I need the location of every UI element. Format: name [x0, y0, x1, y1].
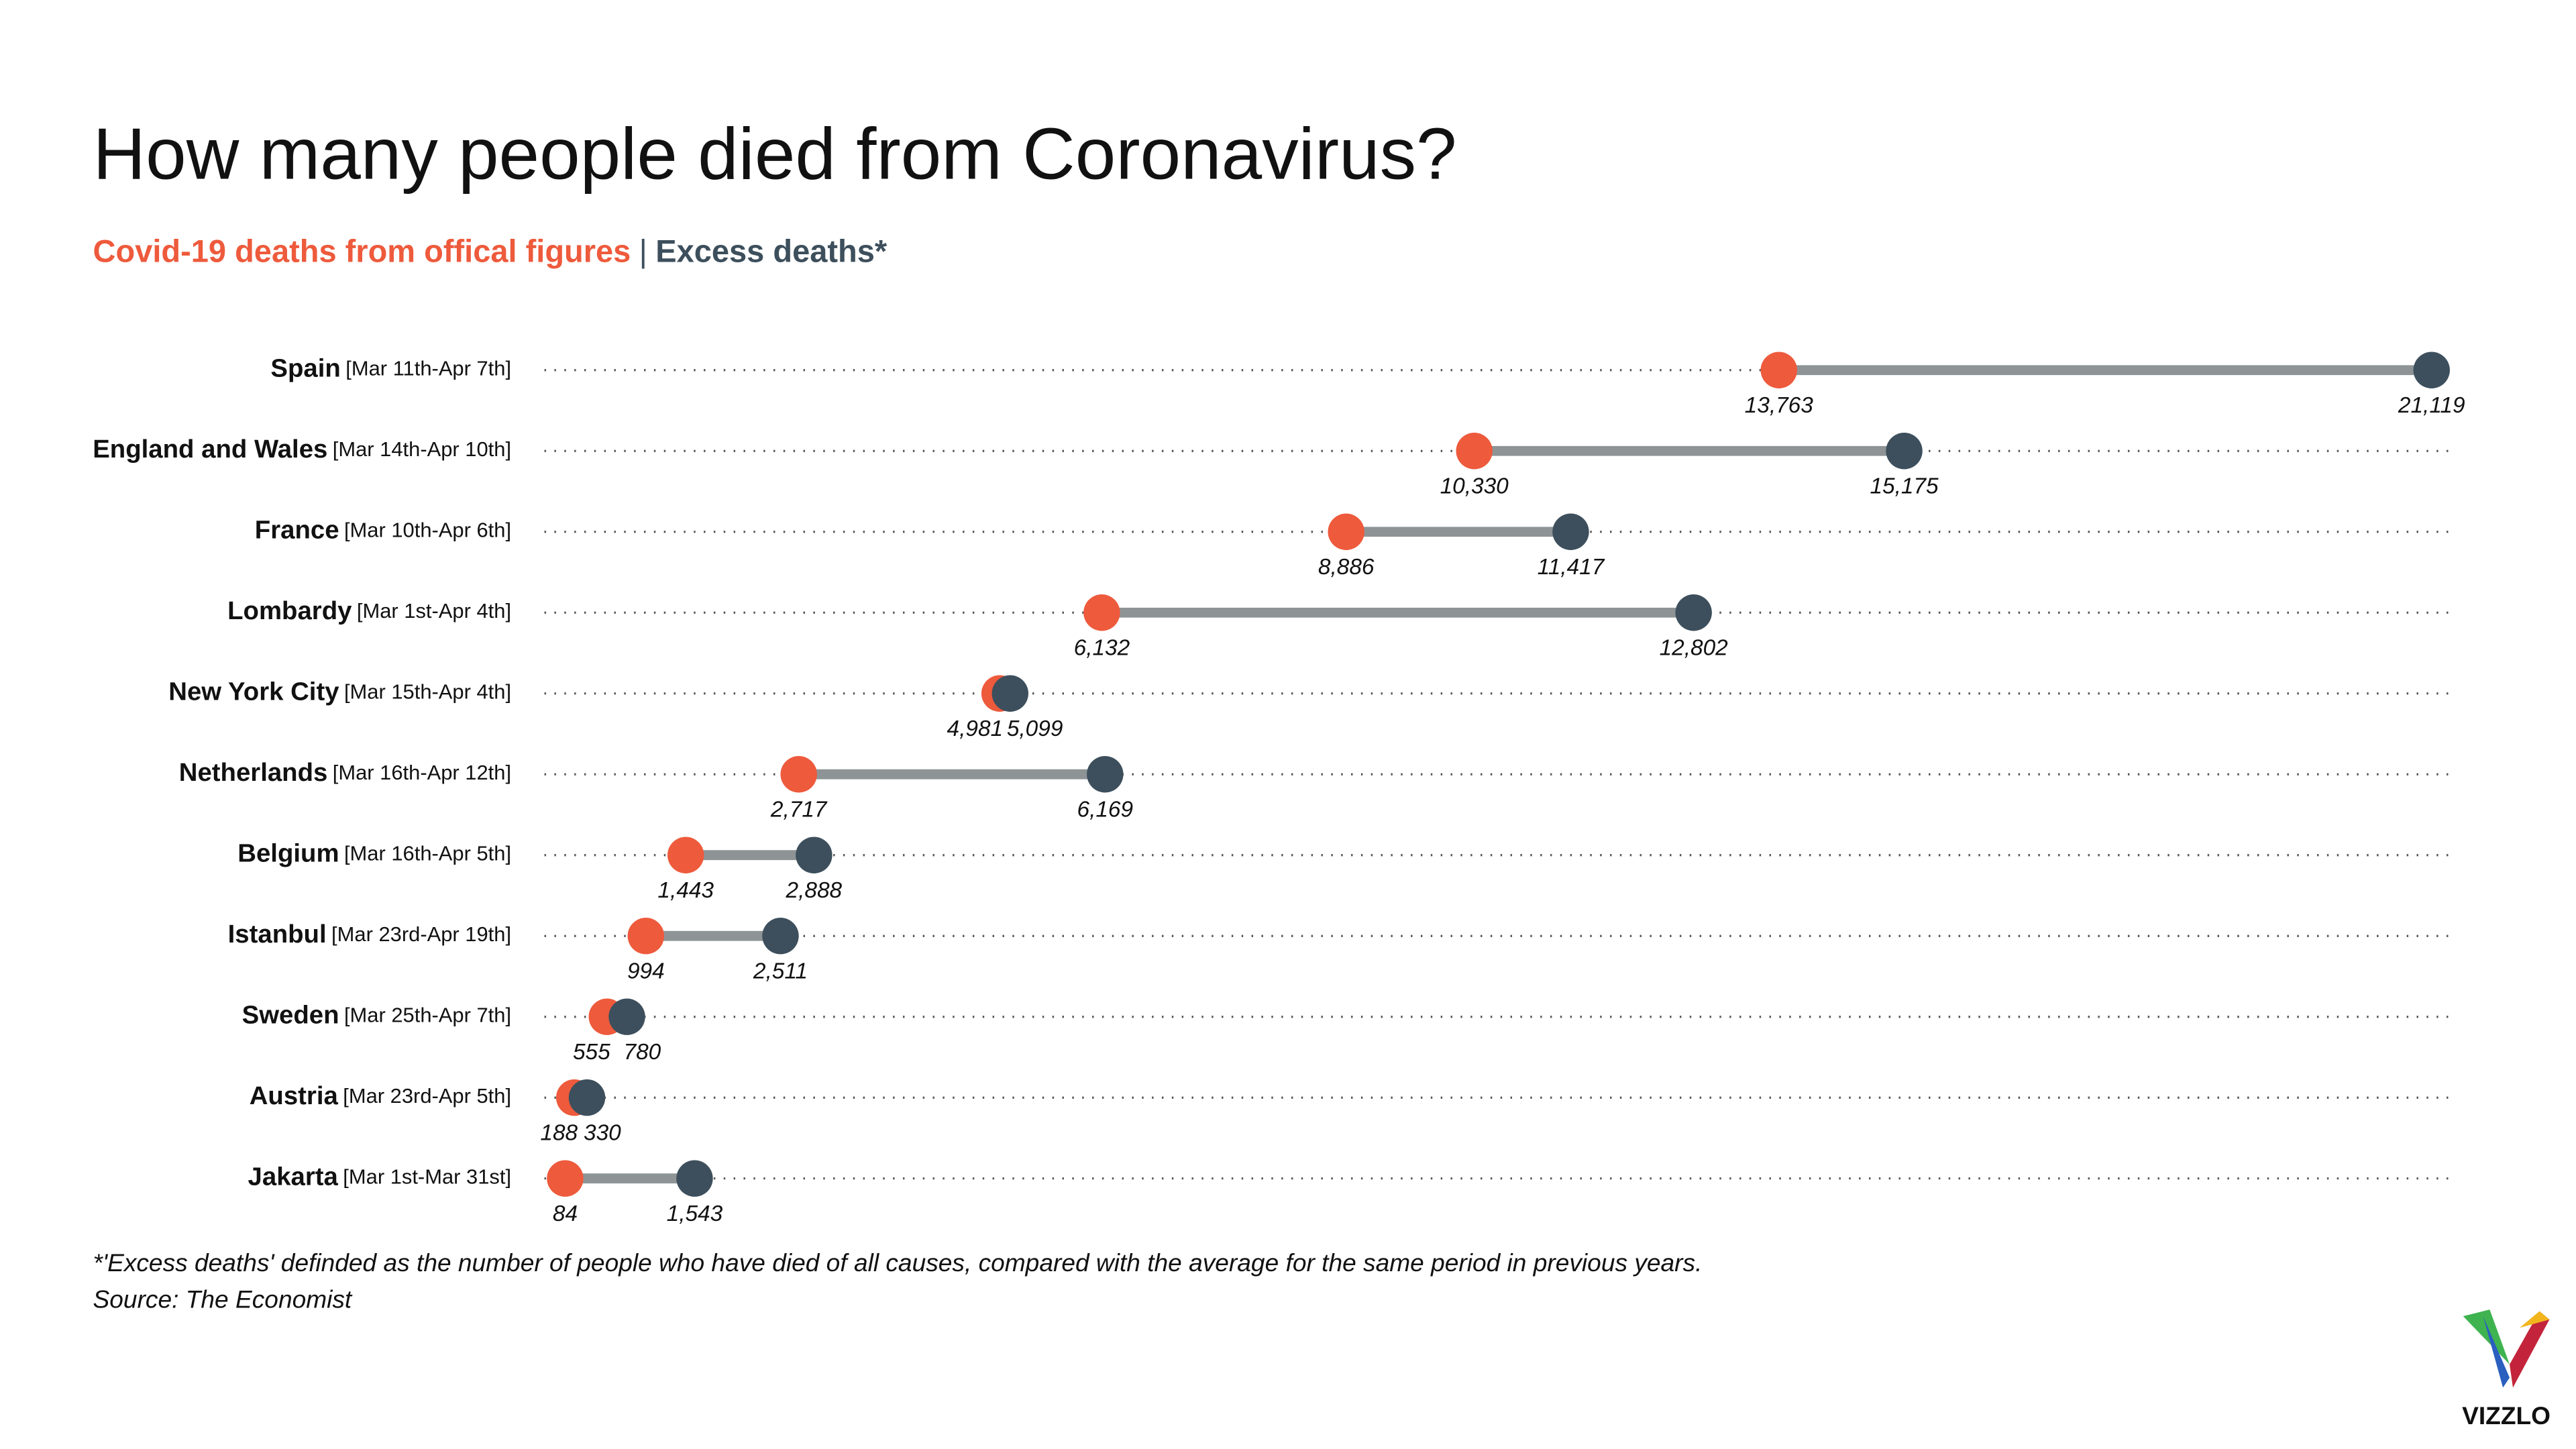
category-period: [Mar 1st-Mar 31st] — [343, 1165, 511, 1189]
row-label: Istanbul [Mar 23rd-Apr 19th] — [228, 920, 511, 949]
footnote: *'Excess deaths' definded as the number … — [93, 1248, 1703, 1277]
row-label: Austria [Mar 23rd-Apr 5th] — [250, 1081, 511, 1110]
dot — [676, 1160, 713, 1197]
legend-separator: | — [639, 233, 647, 269]
category-period: [Mar 23rd-Apr 5th] — [343, 1084, 511, 1108]
value-label: 15,175 — [1870, 474, 1939, 499]
value-label: 84 — [553, 1201, 578, 1226]
dot — [1083, 594, 1120, 631]
category-period: [Mar 16th-Apr 12th] — [333, 761, 511, 784]
dot — [547, 1160, 584, 1197]
value-label: 13,763 — [1745, 393, 1814, 418]
legend-entry: Excess deaths* — [655, 233, 888, 269]
logo-text: VIZZLO — [2462, 1401, 2551, 1430]
legend: Covid-19 deaths from offical figures | Exc… — [93, 233, 888, 269]
category-name: England and Wales — [93, 435, 327, 464]
dot — [1886, 433, 1923, 470]
row-label: Jakarta [Mar 1st-Mar 31st] — [248, 1163, 512, 1191]
category-name: Spain — [270, 354, 340, 383]
value-label: 4,981 — [947, 716, 1004, 741]
category-period: [Mar 11th-Apr 7th] — [345, 357, 511, 380]
row-label: England and Wales [Mar 14th-Apr 10th] — [93, 435, 511, 464]
dot — [568, 1079, 606, 1116]
dot — [2413, 352, 2450, 388]
category-name: Netherlands — [179, 758, 328, 787]
category-period: [Mar 10th-Apr 6th] — [344, 519, 511, 542]
category-period: [Mar 23rd-Apr 19th] — [331, 922, 511, 946]
value-label: 188 — [540, 1120, 578, 1145]
value-label: 12,802 — [1660, 635, 1729, 660]
category-period: [Mar 16th-Apr 5th] — [344, 842, 511, 865]
value-label: 11,417 — [1538, 555, 1605, 580]
category-name: Belgium — [237, 839, 339, 868]
dot — [762, 918, 799, 955]
category-name: New York City — [168, 678, 339, 706]
category-period: [Mar 14th-Apr 10th] — [333, 437, 511, 461]
value-label: 10,330 — [1440, 474, 1509, 499]
category-name: France — [255, 516, 339, 545]
dot — [1456, 433, 1493, 470]
value-label: 5,099 — [1007, 716, 1063, 741]
dot — [991, 675, 1028, 712]
value-label: 994 — [627, 959, 665, 983]
dot — [627, 918, 665, 955]
dot — [667, 837, 704, 873]
dot — [796, 837, 833, 873]
value-label: 2,888 — [786, 878, 843, 903]
row-label: New York City [Mar 15th-Apr 4th] — [168, 678, 511, 706]
value-label: 2,717 — [770, 797, 828, 822]
category-name: Lombardy — [227, 596, 352, 625]
category-name: Istanbul — [228, 920, 327, 949]
dot — [1087, 756, 1124, 793]
dot — [1328, 513, 1364, 550]
row-label: Spain [Mar 11th-Apr 7th] — [270, 354, 511, 383]
category-period: [Mar 25th-Apr 7th] — [344, 1004, 511, 1027]
category-period: [Mar 1st-Apr 4th] — [357, 599, 511, 623]
dot — [1760, 352, 1797, 388]
value-label: 330 — [584, 1120, 621, 1145]
value-label: 21,119 — [2398, 393, 2465, 418]
chart-title: How many people died from Coronavirus? — [93, 113, 1457, 195]
category-name: Austria — [250, 1081, 339, 1110]
dot — [1675, 594, 1712, 631]
category-name: Jakarta — [248, 1163, 339, 1191]
row-label: Netherlands [Mar 16th-Apr 12th] — [179, 758, 511, 787]
row-label: Sweden [Mar 25th-Apr 7th] — [242, 1001, 511, 1030]
row-label: Belgium [Mar 16th-Apr 5th] — [237, 839, 511, 868]
value-label: 8,886 — [1318, 555, 1375, 580]
footnote: Source: The Economist — [93, 1285, 353, 1313]
row-label: France [Mar 10th-Apr 6th] — [255, 516, 511, 545]
value-label: 780 — [624, 1040, 661, 1065]
category-period: [Mar 15th-Apr 4th] — [344, 680, 511, 704]
legend-entry: Covid-19 deaths from offical figures — [93, 233, 631, 269]
value-label: 6,169 — [1077, 797, 1134, 822]
value-label: 2,511 — [753, 959, 808, 983]
dot — [1552, 513, 1589, 550]
logo-mark — [2463, 1309, 2550, 1388]
row-label: Lombardy [Mar 1st-Apr 4th] — [227, 596, 511, 625]
value-label: 1,443 — [657, 878, 714, 903]
value-label: 555 — [573, 1040, 610, 1065]
dot — [608, 998, 645, 1035]
value-label: 6,132 — [1074, 635, 1130, 660]
value-label: 1,543 — [667, 1201, 723, 1226]
dot — [780, 756, 817, 793]
category-name: Sweden — [242, 1001, 339, 1030]
